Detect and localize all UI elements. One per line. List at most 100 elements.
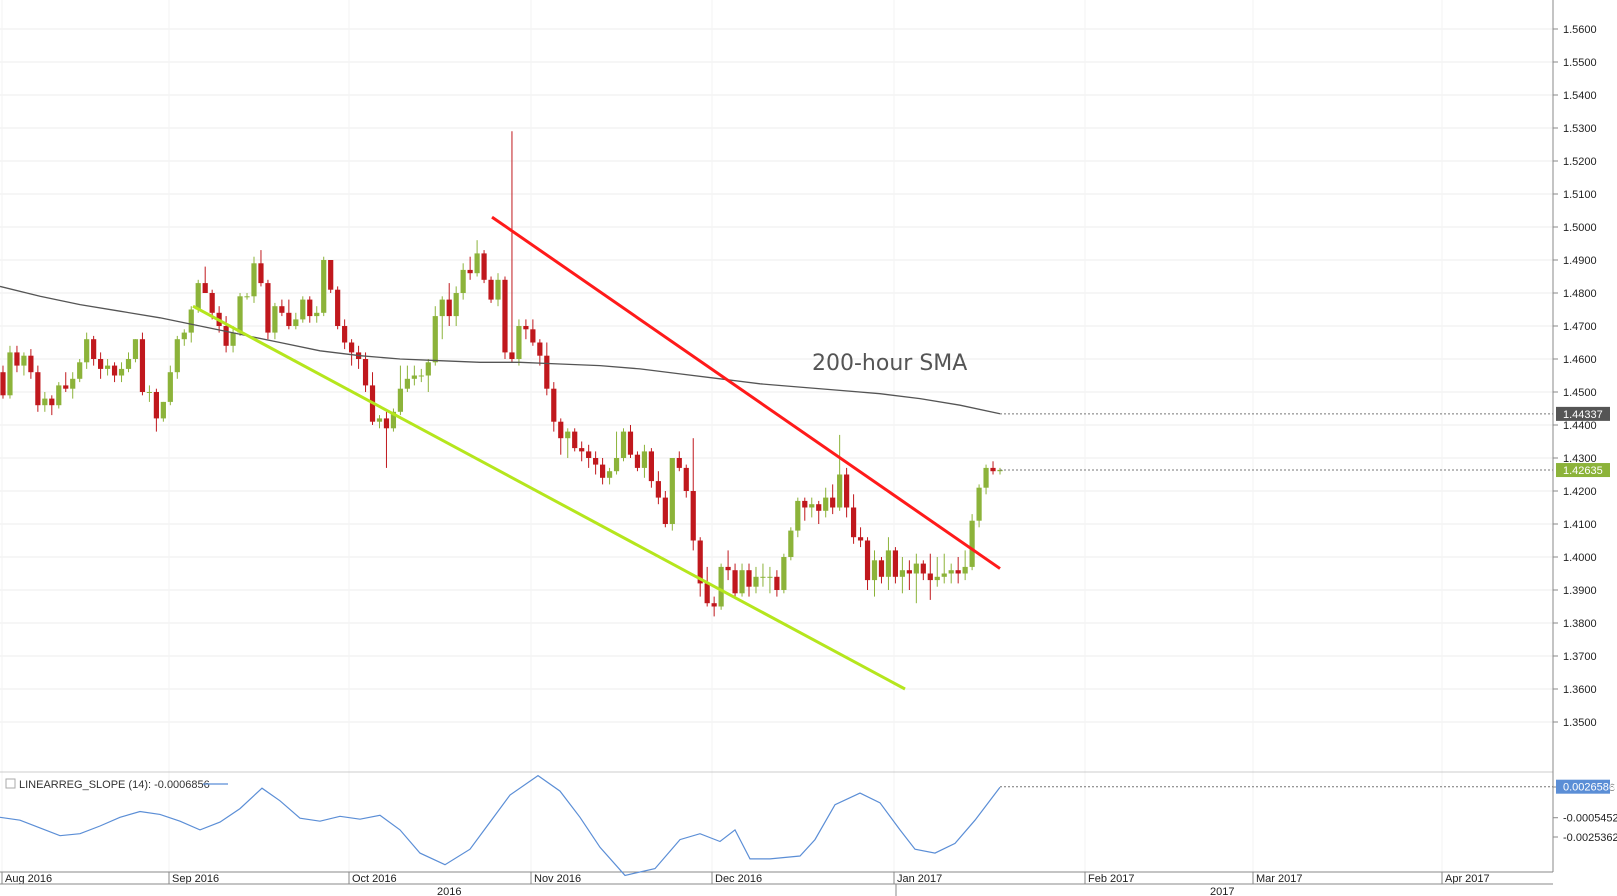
candle-body (593, 458, 599, 465)
indicator-legend-label: LINEARREG_SLOPE (14): -0.0006856 (19, 779, 210, 791)
candle-body (14, 352, 20, 366)
candle-body (627, 431, 634, 455)
price-axis: 1.5600 1.5500 1.5400 1.5300 1.5200 1.5100 1.50… (1553, 24, 1597, 729)
candle-body (467, 269, 473, 274)
candle-body (976, 487, 982, 521)
candle-body (307, 299, 313, 317)
candle-body (871, 560, 878, 581)
candle-body (795, 500, 801, 531)
candle-body (955, 570, 961, 574)
candle-body (767, 576, 773, 578)
time-tick-label: Sep 2016 (172, 873, 219, 885)
candle-body (328, 260, 334, 290)
candle-body (662, 497, 668, 524)
candle-body (488, 279, 494, 300)
candle-body (411, 375, 417, 379)
candle-body (195, 283, 201, 310)
candle-body (174, 339, 180, 373)
price-tick-label: 1.3800 (1563, 618, 1597, 630)
candle-body (837, 474, 843, 508)
candle-body (293, 319, 299, 326)
candle-body (272, 306, 278, 333)
last-price-tag-label: 1.42635 (1563, 465, 1603, 477)
price-tick-label: 1.5200 (1563, 156, 1597, 168)
price-tick-label: 1.4200 (1563, 486, 1597, 498)
candle-body (132, 339, 139, 359)
resistance-trendline (491, 215, 1001, 570)
price-tick-label: 1.4700 (1563, 321, 1597, 333)
candle-body (342, 326, 348, 343)
price-tick-label: 1.4600 (1563, 354, 1597, 366)
time-tick-label: Jan 2017 (897, 873, 942, 885)
candle-body (641, 451, 648, 468)
candle-body (906, 570, 912, 574)
time-axis: Aug 2016 Sep 2016 Oct 2016 Nov 2016 Dec 2016… (0, 872, 1553, 896)
candle-body (432, 316, 438, 363)
candle-body (181, 332, 187, 340)
candle-body (63, 385, 69, 389)
candle-body (335, 289, 341, 326)
candle-body (634, 454, 641, 468)
candle-body (857, 537, 864, 541)
time-tick-label: Aug 2016 (5, 873, 52, 885)
candle-body (941, 573, 947, 577)
candle-body (258, 263, 264, 284)
indicator-tag-box (1556, 779, 1610, 794)
time-tick-label: Oct 2016 (352, 873, 397, 885)
indicator-legend-checkbox[interactable] (5, 778, 16, 789)
candle-body (823, 497, 829, 511)
candle-body (788, 530, 794, 557)
candle-body (704, 583, 710, 604)
candle-body (265, 283, 271, 333)
candle-body (495, 279, 501, 300)
candle-body (802, 500, 808, 508)
value-tags: 1.44337 1.42635 0.0026586 (1000, 406, 1615, 794)
candle-body (830, 497, 836, 508)
price-tick-label: 1.4500 (1563, 387, 1597, 399)
candle-body (91, 339, 97, 359)
candle-body (84, 339, 90, 363)
candle-body (718, 566, 724, 607)
candle-body (446, 299, 452, 317)
candle-body (300, 299, 306, 320)
candle-body (125, 359, 132, 369)
candle-body (425, 362, 431, 376)
candle-body (223, 326, 229, 346)
candle-body (237, 296, 243, 333)
candle-body (934, 576, 940, 581)
candle-body (77, 362, 83, 379)
trendlines (192, 215, 1001, 691)
candle-body (167, 372, 173, 402)
price-tick-label: 1.4300 (1563, 453, 1597, 465)
candle-body (983, 467, 989, 488)
candle-body (460, 269, 466, 293)
candle-body (885, 550, 892, 577)
candle-body (418, 375, 424, 377)
sma-tag-label: 1.44337 (1563, 409, 1603, 421)
candle-body (481, 253, 487, 280)
candle-body (899, 570, 905, 577)
candle-body (153, 392, 159, 419)
candle-body (558, 421, 564, 439)
candle-body (7, 352, 13, 396)
price-tick-label: 1.4100 (1563, 519, 1597, 531)
candle-body (202, 283, 208, 293)
candle-body (111, 365, 118, 376)
candle-body (160, 401, 166, 419)
price-tick-label: 1.5300 (1563, 123, 1597, 135)
candle-body (878, 560, 885, 577)
candlestick-series (0, 131, 1003, 617)
price-tick-label: 1.4400 (1563, 420, 1597, 432)
year-label: 2016 (437, 886, 461, 896)
candle-body (42, 398, 48, 406)
candle-body (669, 458, 675, 524)
candle-body (760, 576, 766, 578)
year-label: 2017 (1210, 886, 1234, 896)
candle-body (690, 491, 696, 541)
candle-body (774, 576, 780, 590)
sma-line (0, 285, 1001, 415)
candle-body (28, 355, 34, 373)
candle-body (146, 392, 153, 393)
candle-body (579, 448, 585, 452)
candle-body (990, 467, 996, 472)
